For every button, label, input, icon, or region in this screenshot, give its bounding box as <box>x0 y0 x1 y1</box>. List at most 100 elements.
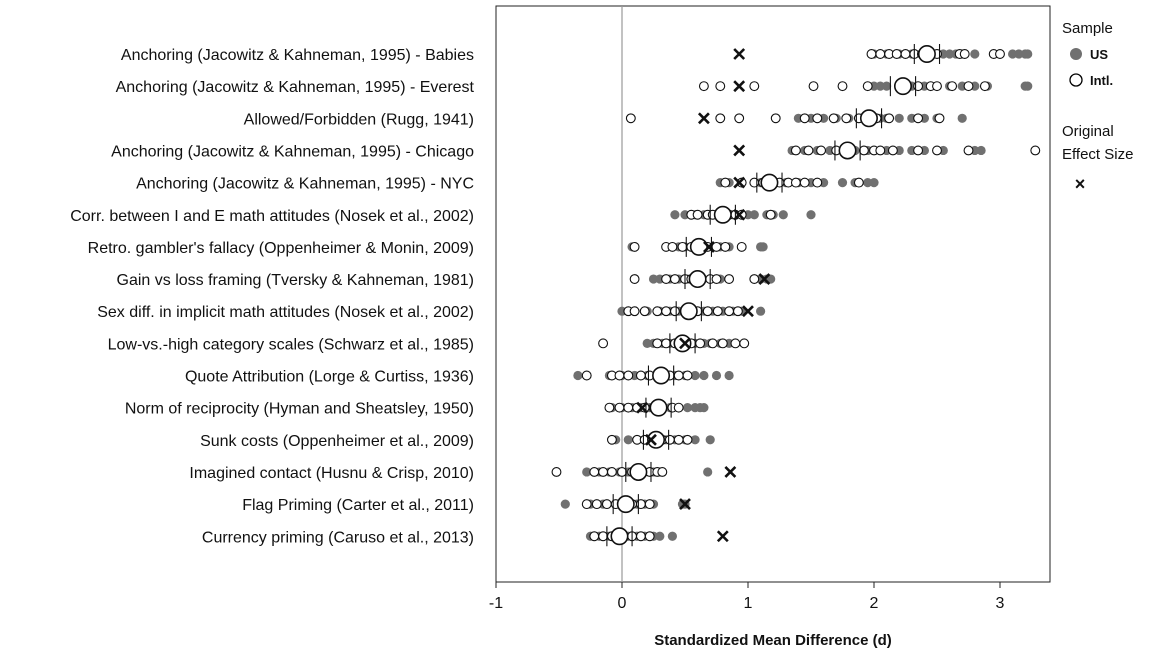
intl-sample-point <box>808 81 819 92</box>
us-sample-point <box>976 145 986 156</box>
intl-sample-point <box>736 209 747 220</box>
intl-sample-point <box>682 434 693 445</box>
us-sample-point <box>724 370 734 381</box>
original-effect-marker <box>697 112 710 125</box>
intl-sample-point <box>739 338 750 349</box>
original-effect-marker <box>645 433 657 446</box>
intl-sample-point <box>652 306 663 317</box>
mean-effect-marker <box>649 398 668 417</box>
intl-sample-point <box>736 241 747 252</box>
intl-sample-point <box>629 241 640 252</box>
intl-sample-point <box>1030 145 1041 156</box>
us-sample-point <box>642 338 652 348</box>
intl-sample-point <box>730 338 741 349</box>
legend-original-marker: × <box>1075 174 1086 194</box>
intl-sample-point <box>875 49 886 59</box>
rows-group: Anchoring (Jacowitz & Kahneman, 1995) - … <box>70 44 1041 547</box>
intl-sample-point <box>900 49 911 59</box>
study-label: Imagined contact (Husnu & Crisp, 2010) <box>189 465 474 482</box>
intl-sample-point <box>669 274 680 284</box>
intl-sample-point <box>677 241 688 252</box>
intl-sample-point <box>913 81 924 92</box>
original-effect-marker <box>679 337 691 350</box>
us-sample-point <box>690 370 700 381</box>
study-row: Anchoring (Jacowitz & Kahneman, 1995) - … <box>116 76 1033 97</box>
intl-sample-point <box>749 274 760 284</box>
us-sample-point <box>1023 81 1033 91</box>
intl-sample-point <box>623 402 634 413</box>
intl-sample-point <box>707 338 718 349</box>
legend-us-label: US <box>1090 47 1108 62</box>
intl-sample-point <box>614 370 625 381</box>
us-sample-point <box>756 306 766 316</box>
mean-effect-marker <box>616 495 635 514</box>
intl-sample-point <box>551 467 562 477</box>
intl-sample-point <box>604 402 615 413</box>
intl-sample-point <box>934 113 945 124</box>
x-tick-label: -1 <box>489 595 503 612</box>
study-label: Flag Priming (Carter et al., 2011) <box>242 497 474 514</box>
intl-sample-point <box>724 274 735 284</box>
intl-sample-point <box>581 370 592 381</box>
intl-sample-point <box>790 177 801 188</box>
intl-sample-point <box>959 49 970 59</box>
study-row: Sunk costs (Oppenheimer et al., 2009) <box>200 429 715 450</box>
legend-intl-label: Intl. <box>1090 73 1113 88</box>
intl-sample-point <box>816 145 827 156</box>
intl-sample-point <box>891 49 902 59</box>
mean-effect-marker <box>838 141 857 160</box>
original-effect-marker <box>733 48 746 60</box>
us-sample-point <box>655 531 665 541</box>
x-axis-title: Standardized Mean Difference (d) <box>654 632 892 649</box>
intl-sample-point <box>667 241 678 252</box>
original-effect-marker <box>758 273 771 285</box>
original-effect-marker <box>733 176 746 189</box>
intl-sample-point <box>664 434 675 445</box>
us-sample-point <box>560 499 570 509</box>
us-sample-point <box>882 81 892 91</box>
intl-sample-point <box>673 370 684 381</box>
us-sample-point <box>945 49 955 59</box>
study-row: Allowed/Forbidden (Rugg, 1941) <box>244 108 967 129</box>
intl-sample-point <box>720 241 731 252</box>
us-sample-point <box>970 49 980 59</box>
original-effect-marker <box>724 466 737 478</box>
intl-sample-point <box>913 113 924 124</box>
plot-area <box>495 5 1051 583</box>
intl-sample-point <box>932 145 942 156</box>
intl-sample-point <box>682 370 693 381</box>
intl-sample-point <box>963 81 974 92</box>
intl-sample-point <box>657 467 668 477</box>
intl-sample-point <box>581 499 592 510</box>
intl-sample-point <box>963 145 974 156</box>
original-effect-marker <box>742 305 754 318</box>
study-label: Gain vs loss framing (Tversky & Kahneman… <box>117 272 474 289</box>
original-effect-marker <box>733 208 746 221</box>
study-row: Norm of reciprocity (Hyman and Sheatsley… <box>125 397 709 418</box>
intl-sample-point <box>692 209 703 220</box>
intl-sample-point <box>803 145 814 156</box>
study-row: Anchoring (Jacowitz & Kahneman, 1995) - … <box>121 44 1033 64</box>
legend: Sample US Intl. Original Effect Size × <box>1062 20 1133 194</box>
mean-effect-marker <box>647 430 666 449</box>
intl-sample-point <box>887 145 898 156</box>
legend-title: Sample <box>1062 20 1113 37</box>
intl-sample-point <box>661 274 672 284</box>
intl-sample-point <box>732 306 743 317</box>
study-label: Currency priming (Caruso et al., 2013) <box>202 529 474 546</box>
study-label: Corr. between I and E math attitudes (No… <box>70 208 474 225</box>
us-sample-point <box>894 113 904 123</box>
intl-sample-point <box>606 434 617 445</box>
intl-sample-point <box>661 338 672 349</box>
study-label: Low-vs.-high category scales (Schwarz et… <box>108 336 474 353</box>
intl-sample-point <box>644 531 655 542</box>
study-row: Sex diff. in implicit math attitudes (No… <box>97 301 766 322</box>
intl-sample-point <box>661 306 672 317</box>
intl-sample-point <box>765 209 776 220</box>
intl-sample-point <box>799 177 810 188</box>
intl-sample-point <box>995 49 1005 59</box>
intl-sample-point <box>695 338 706 349</box>
x-tick-label: 0 <box>618 595 627 612</box>
study-row: Currency priming (Caruso et al., 2013) <box>202 526 729 547</box>
intl-sample-point <box>749 81 760 92</box>
